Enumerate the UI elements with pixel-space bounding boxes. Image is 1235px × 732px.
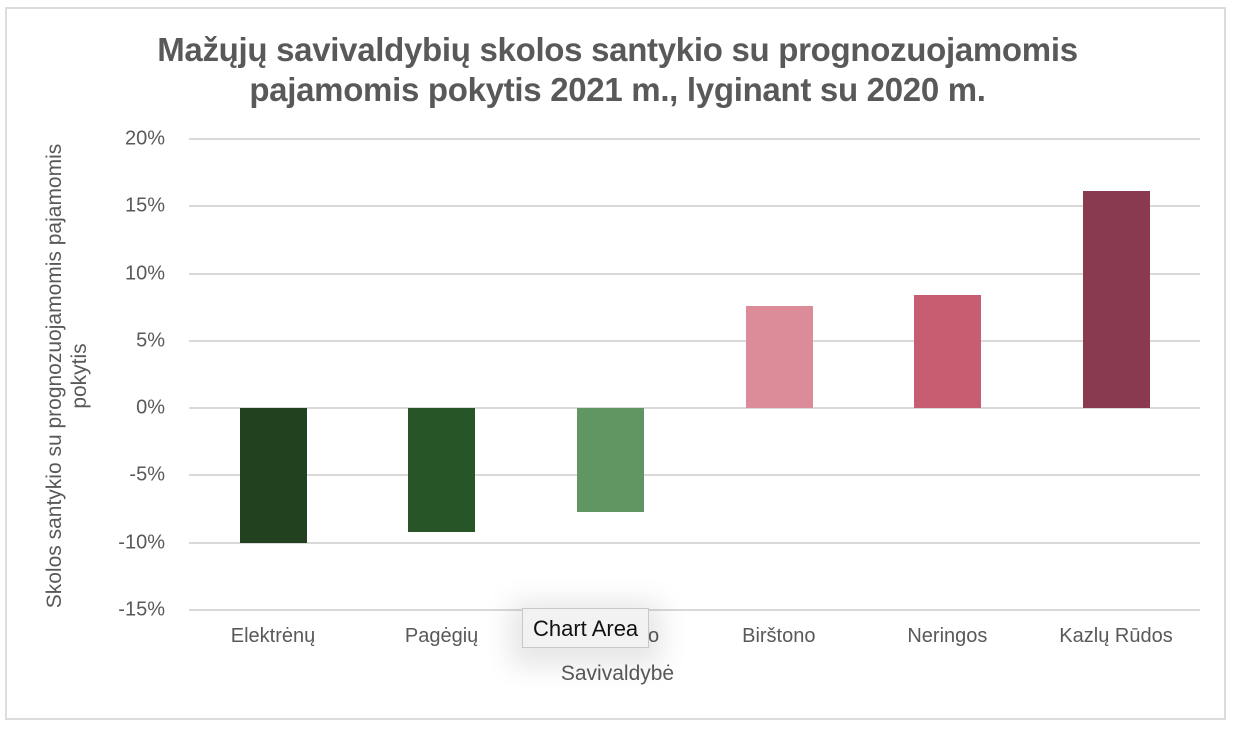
bar[interactable]: [408, 408, 476, 532]
gridline: [189, 138, 1200, 140]
y-tick-label: 5%: [136, 329, 165, 352]
gridline: [189, 608, 1200, 611]
bar[interactable]: [577, 408, 644, 512]
chart-title: Mažųjų savivaldybių skolos santykio su p…: [0, 30, 1235, 110]
x-tick-label: Birštono: [742, 625, 816, 647]
y-tick-label: 15%: [124, 194, 165, 217]
chart-area[interactable]: [5, 7, 1226, 720]
x-tick-label: Pagėgių: [404, 625, 479, 647]
y-tick-label: -10%: [118, 531, 165, 553]
chart-title-line-2: pajamomis pokytis 2021 m., lyginant su 2…: [249, 71, 986, 108]
x-tick-label: Kazlų Rūdos: [1059, 625, 1173, 647]
y-tick-label: 20%: [124, 127, 165, 150]
y-tick-label: -15%: [118, 598, 165, 621]
gridline: [189, 205, 1200, 208]
chart-title-line-1: Mažųjų savivaldybių skolos santykio su p…: [157, 31, 1078, 68]
chart-area-tooltip: Chart Area: [522, 608, 650, 648]
y-tick-label: 0%: [136, 396, 165, 419]
y-tick-label: -5%: [129, 463, 165, 486]
x-tick-label: Elektrėnų: [230, 625, 316, 647]
gridline: [189, 407, 1200, 409]
y-axis-title: Skolos santykio su prognozuojamomis paja…: [42, 144, 92, 609]
gridline: [189, 474, 1200, 477]
y-axis-title-line-2: pokytis: [68, 343, 91, 409]
x-tick-label: Neringos: [907, 625, 988, 647]
bar[interactable]: [745, 305, 813, 408]
y-axis-title-line-1: Skolos santykio su prognozuojamomis paja…: [43, 143, 66, 609]
gridline: [189, 272, 1200, 275]
y-tick-label: 10%: [124, 262, 165, 284]
bar[interactable]: [914, 295, 982, 408]
gridline: [189, 339, 1200, 342]
gridline: [189, 541, 1200, 544]
bar[interactable]: [1082, 191, 1150, 408]
x-axis-title: Savivaldybė: [560, 662, 675, 685]
bar[interactable]: [239, 408, 307, 543]
